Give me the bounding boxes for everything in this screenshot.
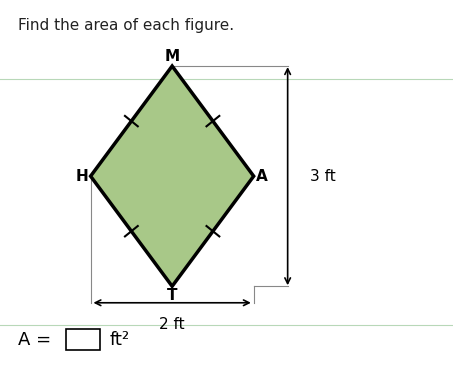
Text: 2 ft: 2 ft xyxy=(159,317,185,333)
Text: ft²: ft² xyxy=(110,331,130,349)
Text: A =: A = xyxy=(18,331,57,349)
Text: T: T xyxy=(167,288,178,303)
Text: M: M xyxy=(164,49,180,64)
Text: A: A xyxy=(256,169,268,184)
Text: Find the area of each figure.: Find the area of each figure. xyxy=(18,18,234,33)
Bar xyxy=(66,329,100,350)
Polygon shape xyxy=(91,66,254,286)
Text: H: H xyxy=(76,169,88,184)
Text: 3 ft: 3 ft xyxy=(310,169,336,184)
